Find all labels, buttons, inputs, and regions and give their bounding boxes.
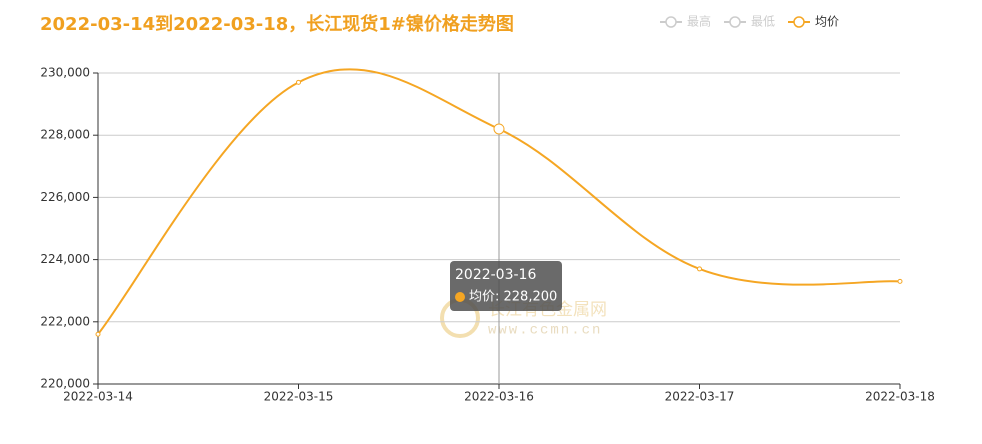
y-tick-label: 228,000 [40,128,90,142]
x-tick-label: 2022-03-18 [865,390,935,404]
point [95,331,101,337]
watermark-url: www.ccmn.cn [488,323,602,339]
legend-marker [793,16,805,28]
point [897,278,903,284]
chart-title: 2022-03-14到2022-03-18，长江现货1#镍价格走势图 [40,13,514,35]
y-tick-label: 222,000 [40,314,90,328]
tooltip-dot [455,292,465,302]
tooltip-title: 2022-03-16 [455,267,536,283]
y-tick-label: 226,000 [40,190,90,204]
legend-marker [665,16,677,28]
tooltip: 2022-03-16 均价: 228,200 [450,261,562,311]
x-tick-label: 2022-03-15 [264,390,334,404]
legend-label: 最低 [751,15,775,29]
line [97,68,901,335]
point [296,79,301,85]
legend-label: 均价 [815,15,839,29]
tooltip-box [450,261,562,311]
legend-marker [729,16,741,28]
x-tick-label: 2022-03-14 [63,390,133,404]
legend-label: 最高 [687,14,711,29]
x-tick-label: 2022-03-17 [665,390,735,404]
point [493,123,505,135]
y-tick-label: 220,000 [40,377,90,391]
x-tick-label: 2022-03-16 [464,390,534,404]
y-tick-label: 224,000 [40,252,90,266]
y-tick-label: 230,000 [40,66,90,80]
tooltip-label: 均价: 228,200 [469,290,557,305]
point [697,266,702,272]
